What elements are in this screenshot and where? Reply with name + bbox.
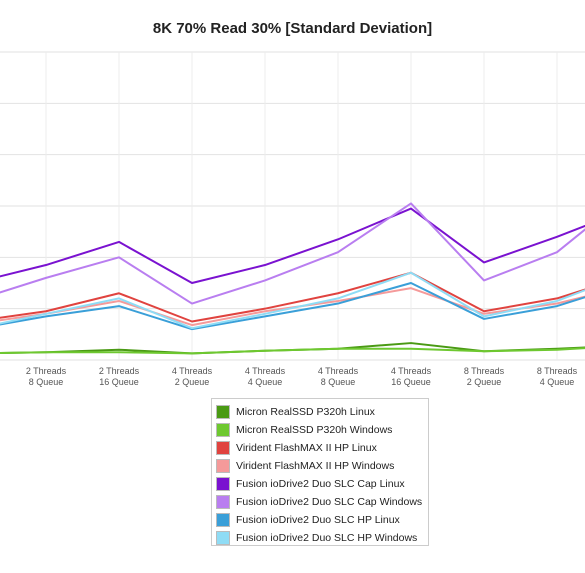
x-tick-label: 4 Threads 2 Queue	[172, 366, 213, 387]
legend-item: Micron RealSSD P320h Windows	[216, 421, 428, 439]
legend-item: Fusion ioDrive2 Duo SLC Cap Windows	[216, 493, 428, 511]
legend-swatch	[216, 423, 230, 437]
legend-swatch	[216, 531, 230, 545]
legend-swatch	[216, 459, 230, 473]
x-tick-label: 4 Threads 16 Queue	[391, 366, 432, 387]
legend-label: Fusion ioDrive2 Duo SLC HP Linux	[236, 514, 400, 526]
chart-title: 8K 70% Read 30% [Standard Deviation]	[152, 20, 433, 37]
series-line-5	[0, 202, 585, 305]
legend-item: Fusion ioDrive2 Duo SLC HP Linux	[216, 511, 428, 529]
legend-item: Virident FlashMAX II HP Windows	[216, 457, 428, 475]
legend-item: Micron RealSSD P320h Linux	[216, 403, 428, 421]
legend-swatch	[216, 441, 230, 455]
series-line-7	[0, 271, 585, 330]
series-line-0	[0, 342, 585, 355]
x-tick-label: 8 Threads 4 Queue	[537, 366, 578, 387]
legend-swatch	[216, 405, 230, 419]
legend-item: Virident FlashMAX II HP Linux	[216, 439, 428, 457]
x-tick-label: 2 Threads 8 Queue	[26, 366, 67, 387]
legend-label: Fusion ioDrive2 Duo SLC Cap Windows	[236, 496, 423, 508]
series-line-4	[0, 207, 585, 284]
series-line-6	[0, 282, 585, 331]
series-line-1	[0, 347, 585, 355]
x-tick-label: 4 Threads 8 Queue	[318, 366, 359, 387]
legend-label: Virident FlashMAX II HP Linux	[236, 442, 377, 454]
legend-label: Micron RealSSD P320h Windows	[236, 424, 393, 436]
legend-label: Virident FlashMAX II HP Windows	[236, 460, 395, 472]
legend-item: Fusion ioDrive2 Duo SLC HP Windows	[216, 529, 428, 547]
x-tick-label: 4 Threads 4 Queue	[245, 366, 286, 387]
legend-item: Fusion ioDrive2 Duo SLC Cap Linux	[216, 475, 428, 493]
legend-label: Micron RealSSD P320h Linux	[236, 406, 375, 418]
series-line-3	[0, 287, 585, 327]
legend-swatch	[216, 513, 230, 527]
legend-label: Fusion ioDrive2 Duo SLC Cap Linux	[236, 478, 405, 490]
x-tick-label: 8 Threads 2 Queue	[464, 366, 505, 387]
legend-label: Fusion ioDrive2 Duo SLC HP Windows	[236, 532, 418, 544]
legend-swatch	[216, 477, 230, 491]
x-tick-label: 2 Threads 16 Queue	[99, 366, 140, 387]
series-lines	[0, 202, 585, 355]
legend: Micron RealSSD P320h Linux Micron RealSSD…	[211, 398, 429, 546]
legend-swatch	[216, 495, 230, 509]
